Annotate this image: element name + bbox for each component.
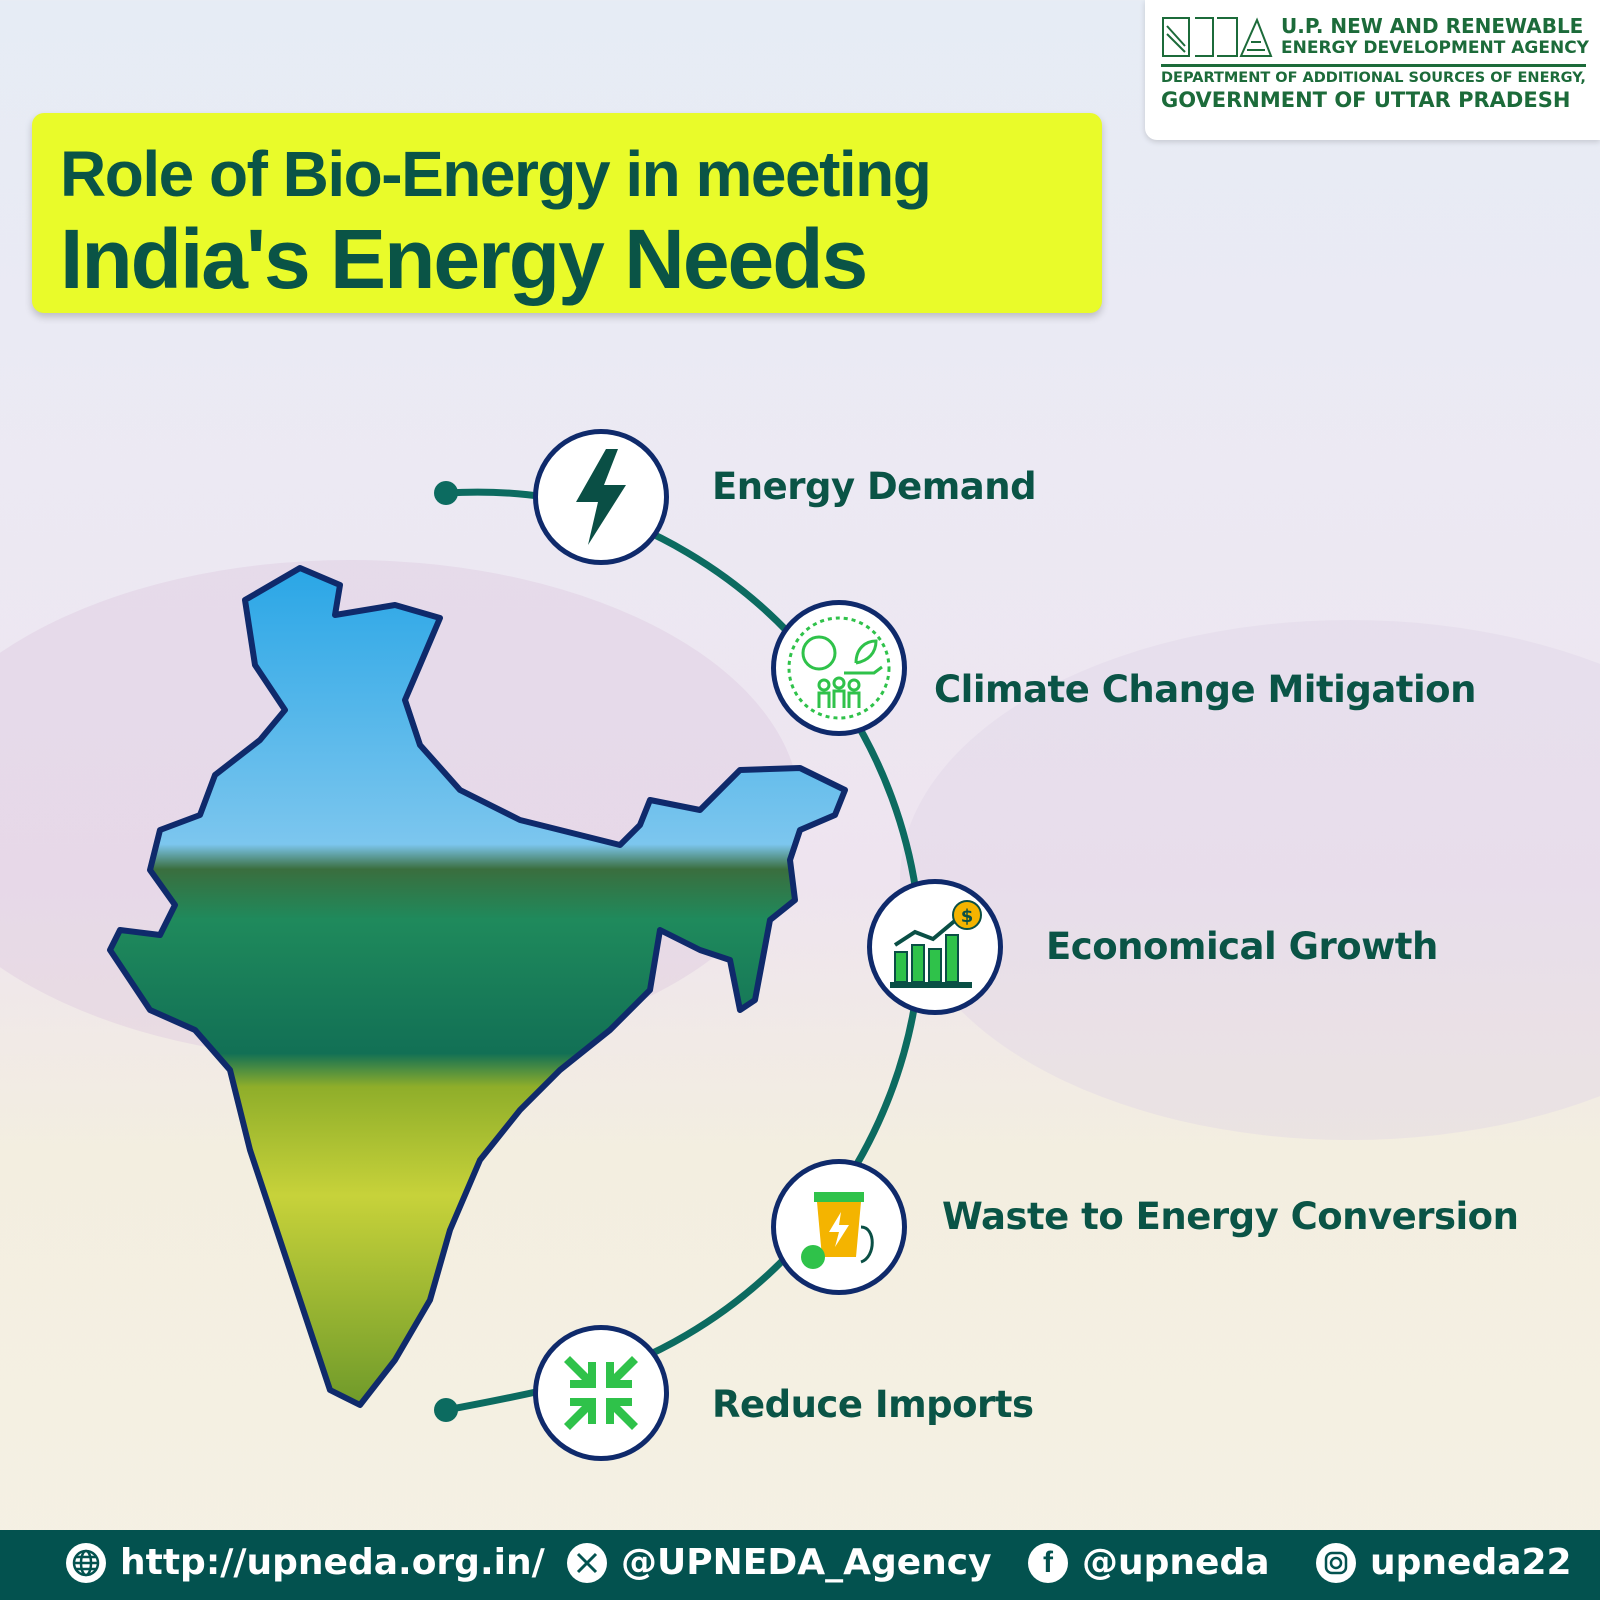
divider [1161, 64, 1586, 67]
title-line1: Role of Bio-Energy in meeting [60, 138, 932, 210]
label-economical-growth: Economical Growth [1046, 925, 1438, 968]
climate-people-plant-icon [787, 616, 891, 720]
agency-name-line1: U.P. NEW AND RENEWABLE [1281, 14, 1584, 38]
node-energy-demand [533, 429, 669, 565]
bin-plug-energy-icon [801, 1192, 874, 1269]
agency-logo-icon [1162, 17, 1273, 57]
node-economical-growth: $ [867, 879, 1003, 1015]
label-reduce-imports: Reduce Imports [712, 1383, 1034, 1426]
label-energy-demand: Energy Demand [712, 465, 1037, 508]
facebook-icon: f [1028, 1542, 1068, 1583]
title-banner: Role of Bio-Energy in meeting India's En… [32, 113, 1102, 313]
department-line1: DEPARTMENT OF ADDITIONAL SOURCES OF ENER… [1161, 70, 1586, 86]
lightning-bolt-icon [576, 449, 626, 545]
agency-logo-card: U.P. NEW AND RENEWABLE ENERGY DEVELOPMEN… [1145, 0, 1600, 140]
svg-text:$: $ [961, 906, 974, 927]
instagram-icon [1316, 1542, 1356, 1583]
india-map-image [107, 565, 848, 1408]
node-climate-change [771, 600, 907, 736]
footer-bar: http://upneda.org.in/ @UPNEDA_Agency f @… [0, 1530, 1600, 1600]
title-line2: India's Energy Needs [60, 212, 868, 306]
agency-name-line2: ENERGY DEVELOPMENT AGENCY [1281, 38, 1589, 58]
facebook-handle: @upneda [1082, 1542, 1270, 1583]
node-reduce-imports [533, 1325, 669, 1461]
instagram-handle: upneda22 [1370, 1542, 1572, 1583]
x-link[interactable]: @UPNEDA_Agency [567, 1542, 992, 1583]
background-shape [900, 620, 1600, 1140]
facebook-link[interactable]: f @upneda [1028, 1542, 1270, 1583]
website-link[interactable]: http://upneda.org.in/ [66, 1542, 545, 1583]
instagram-link[interactable]: upneda22 [1316, 1542, 1572, 1583]
website-text: http://upneda.org.in/ [120, 1542, 545, 1583]
node-waste-to-energy [771, 1159, 907, 1295]
label-waste-to-energy: Waste to Energy Conversion [942, 1195, 1519, 1238]
label-climate-change: Climate Change Mitigation [934, 668, 1476, 711]
x-handle: @UPNEDA_Agency [621, 1542, 992, 1583]
arrows-inward-icon [564, 1356, 638, 1430]
growth-chart-dollar-icon: $ [890, 900, 982, 988]
department-line2: GOVERNMENT OF UTTAR PRADESH [1161, 88, 1571, 112]
globe-icon [66, 1542, 106, 1583]
x-logo-icon [567, 1542, 607, 1583]
